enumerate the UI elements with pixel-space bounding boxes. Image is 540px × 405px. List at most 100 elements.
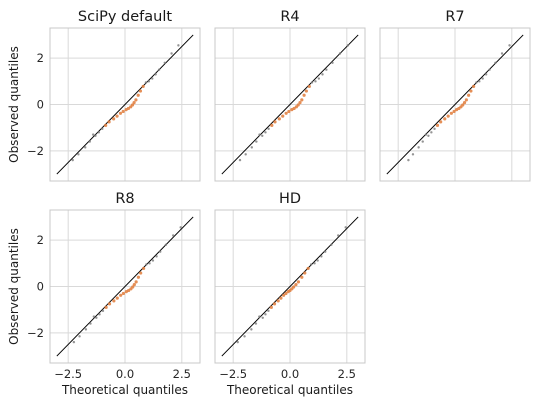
data-point xyxy=(107,120,111,124)
data-point xyxy=(303,271,307,275)
data-point xyxy=(309,263,313,266)
data-point xyxy=(118,111,123,115)
reference-line xyxy=(56,34,194,175)
data-point xyxy=(121,291,126,296)
data-point xyxy=(267,127,270,131)
panel-title: R8 xyxy=(115,191,134,207)
data-point xyxy=(250,328,253,331)
data-point xyxy=(236,340,239,344)
data-point xyxy=(71,158,74,162)
data-point xyxy=(346,44,350,47)
data-point xyxy=(324,250,327,253)
data-point xyxy=(101,309,105,313)
data-point xyxy=(258,133,261,136)
y-tick-label: 2 xyxy=(37,51,44,65)
data-point xyxy=(317,77,321,80)
data-point xyxy=(104,305,108,309)
data-point xyxy=(261,134,264,137)
data-point xyxy=(119,293,123,297)
data-point xyxy=(276,299,280,303)
data-point xyxy=(94,134,97,137)
data-point xyxy=(107,302,112,306)
data-point xyxy=(443,117,447,121)
data-point xyxy=(77,153,80,156)
data-point xyxy=(112,299,116,303)
data-point xyxy=(134,280,138,284)
reference-line xyxy=(221,34,359,175)
data-point xyxy=(164,243,168,246)
x-tick-label: −2.5 xyxy=(54,367,82,381)
data-point xyxy=(282,293,286,297)
data-point xyxy=(320,255,323,258)
data-point xyxy=(264,131,267,134)
data-point xyxy=(435,123,440,127)
panel-frame xyxy=(49,209,201,364)
data-point xyxy=(144,81,148,84)
data-point xyxy=(154,73,157,76)
data-point xyxy=(255,140,258,143)
data-point xyxy=(452,109,456,114)
reference-line xyxy=(386,34,524,175)
data-point xyxy=(279,296,283,300)
x-tick-label: 0.0 xyxy=(116,367,134,381)
data-point xyxy=(78,335,81,338)
data-point xyxy=(132,101,136,105)
data-point xyxy=(273,120,277,124)
data-point xyxy=(464,98,468,102)
data-point xyxy=(177,44,180,47)
data-point xyxy=(84,146,87,149)
data-point xyxy=(292,285,296,289)
data-point xyxy=(321,73,324,76)
y-axis-label: Observed quantiles xyxy=(7,228,21,345)
y-tick-label: 0 xyxy=(37,98,44,112)
data-point xyxy=(115,114,119,118)
data-point xyxy=(439,120,443,124)
data-point xyxy=(139,271,143,275)
data-point xyxy=(134,98,138,102)
data-point xyxy=(481,77,484,80)
data-point xyxy=(270,123,274,127)
data-point xyxy=(145,263,148,266)
data-point xyxy=(84,328,88,331)
x-tick-label: 2.5 xyxy=(338,367,356,381)
panel-frame xyxy=(379,27,531,182)
data-point xyxy=(267,309,270,313)
data-point xyxy=(163,61,166,64)
data-point xyxy=(302,93,306,97)
data-point xyxy=(88,140,91,143)
data-point xyxy=(159,250,162,253)
data-point xyxy=(170,52,173,55)
panel-title: R4 xyxy=(280,9,299,25)
data-point xyxy=(467,93,471,97)
data-point xyxy=(121,109,125,114)
data-point xyxy=(296,280,301,284)
data-point xyxy=(330,243,333,246)
data-point xyxy=(261,316,264,319)
data-point xyxy=(157,68,161,71)
data-point xyxy=(269,305,273,309)
data-point xyxy=(287,109,291,114)
data-point xyxy=(243,335,246,338)
qq-panel: R4 xyxy=(214,9,366,182)
data-point xyxy=(244,153,247,156)
data-point xyxy=(462,101,467,105)
data-point xyxy=(155,255,158,258)
qq-panel: R8 −2 0 2 Observed quantiles −2.5 0.0 2.5 Theore… xyxy=(7,191,201,397)
data-point xyxy=(284,111,288,115)
data-point xyxy=(314,80,317,83)
y-axis-label: Observed quantiles xyxy=(7,46,21,163)
data-point xyxy=(264,313,267,316)
data-point xyxy=(427,134,430,137)
data-point xyxy=(325,68,328,71)
data-point xyxy=(141,84,145,89)
data-point xyxy=(306,266,310,271)
data-point xyxy=(494,61,497,64)
data-point xyxy=(179,226,182,229)
data-point xyxy=(461,103,465,107)
data-point xyxy=(142,266,146,271)
qq-panel: R7 xyxy=(379,9,531,182)
data-point xyxy=(407,158,410,162)
data-point xyxy=(91,133,95,136)
y-tick-label: 2 xyxy=(37,233,44,247)
